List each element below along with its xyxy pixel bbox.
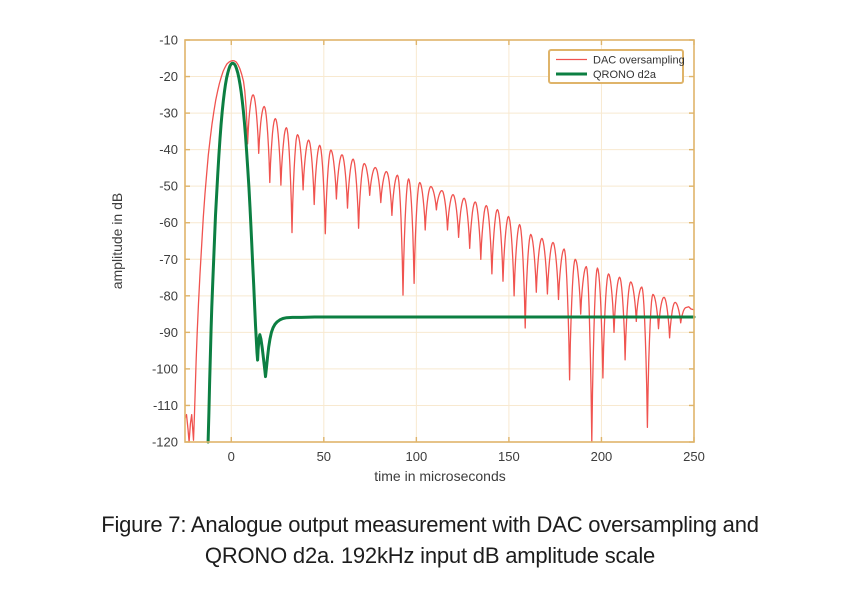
series-qrono-d2a	[206, 61, 696, 444]
figure-caption: Figure 7: Analogue output measurement wi…	[0, 509, 860, 571]
y-axis-label: amplitude in dB	[109, 193, 125, 290]
x-tick-label: 200	[591, 449, 613, 464]
y-tick-label: -100	[152, 361, 178, 376]
y-tick-label: -10	[159, 33, 178, 48]
caption-line-2: QRONO d2a. 192kHz input dB amplitude sca…	[204, 543, 656, 568]
x-tick-label: 250	[683, 449, 705, 464]
chart-plot-area: 0 50 100 150 200 250 -10 -20 -30 -40 -50 -60 -70 -80 -…	[152, 33, 705, 465]
series-dac-oversampling	[184, 59, 695, 443]
y-tick-label: -120	[152, 435, 178, 450]
legend-label-dac-oversampling: DAC oversampling	[593, 55, 685, 67]
x-tick-label: 150	[498, 449, 520, 464]
y-tick-label: -70	[159, 252, 178, 267]
y-tick-label: -30	[159, 106, 178, 121]
x-axis-label: time in microseconds	[374, 468, 506, 484]
chart: 0 50 100 150 200 250 -10 -20 -30 -40 -50 -60 -70 -80 -…	[109, 33, 705, 485]
y-tick-label: -50	[159, 179, 178, 194]
y-tick-label: -110	[153, 398, 178, 413]
plot-border	[184, 39, 695, 443]
x-tick-label: 100	[406, 449, 428, 464]
y-tick-label: -60	[159, 215, 178, 230]
caption-line-1: Figure 7: Analogue output measurement wi…	[101, 512, 759, 537]
y-tick-label: -40	[159, 142, 178, 157]
legend-label-qrono-d2a: QRONO d2a	[593, 69, 657, 81]
y-tick-label: -80	[159, 288, 178, 303]
x-tick-label: 0	[228, 449, 235, 464]
y-tick-label: -90	[159, 325, 178, 340]
x-tick-label: 50	[317, 449, 331, 464]
y-tick-label: -20	[159, 69, 178, 84]
